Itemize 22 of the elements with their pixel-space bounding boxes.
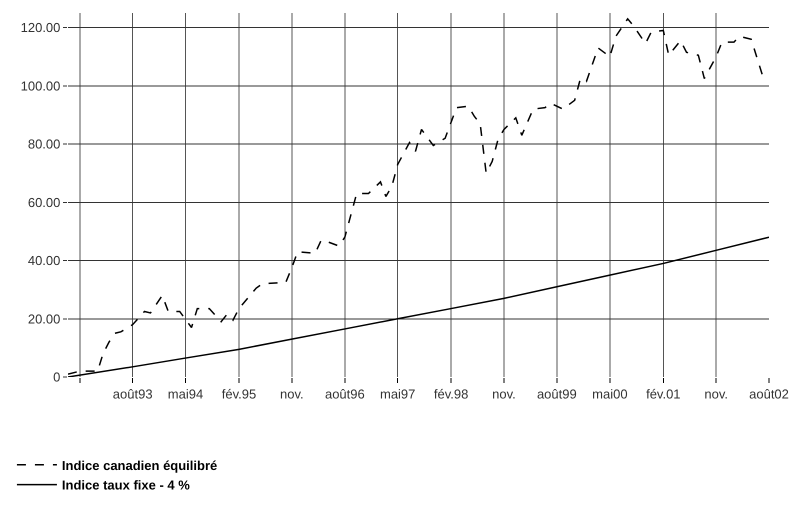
x-tick-label: fév.95 [222, 386, 256, 402]
y-tick-label: 100.00 [20, 78, 60, 94]
legend-label: Indice canadien équilibré [62, 458, 218, 473]
x-tick-label: août99 [536, 386, 577, 402]
legend-label: Indice taux fixe - 4 % [62, 478, 190, 493]
y-tick-label: 60.00 [28, 194, 60, 210]
y-tick-label: 40.00 [28, 253, 60, 268]
x-tick-label: mai00 [592, 386, 628, 402]
x-tick-label: août96 [324, 386, 365, 402]
x-tick-label: nov. [492, 386, 516, 402]
x-tick-label: mai97 [380, 386, 416, 402]
x-tick-label: fév.98 [434, 386, 468, 402]
x-tick-label: août02 [749, 386, 789, 402]
x-tick-label: août93 [112, 386, 153, 402]
x-tick-label: mai94 [168, 386, 204, 402]
y-tick-label: 0 [53, 370, 60, 385]
x-tick-label: nov. [704, 386, 728, 402]
y-tick-label: 120.00 [20, 20, 60, 36]
x-tick-label: fév.01 [646, 386, 681, 402]
y-tick-label: 80.00 [28, 136, 60, 152]
y-tick-label: 20.00 [28, 311, 60, 326]
x-tick-label: nov. [280, 386, 304, 402]
